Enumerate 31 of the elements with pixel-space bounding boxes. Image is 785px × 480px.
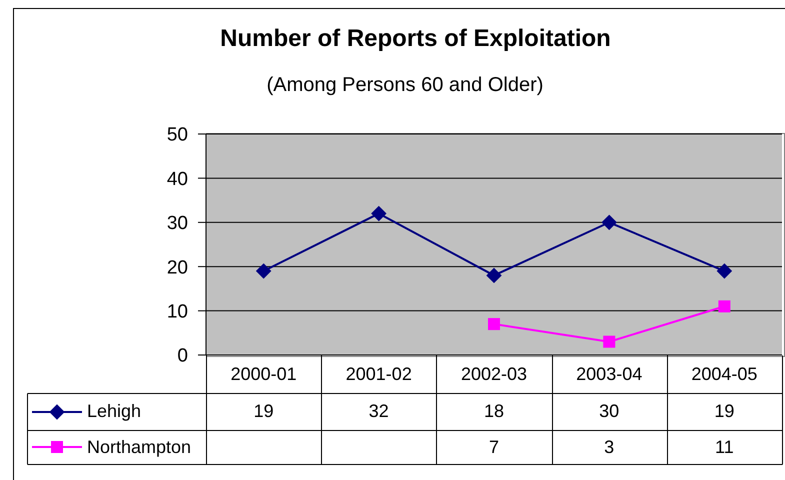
x-tick-label: 2003-04 — [576, 364, 642, 384]
data-label: 19 — [714, 401, 734, 421]
data-label: 19 — [254, 401, 274, 421]
y-tick-label: 50 — [166, 124, 188, 146]
x-tick-label: 2004-05 — [691, 364, 758, 384]
chart-title: Number of Reports of Exploitation — [219, 24, 612, 54]
y-tick-label: 20 — [166, 257, 188, 278]
point — [716, 264, 732, 279]
data-label: 3 — [604, 437, 614, 457]
point — [602, 214, 617, 230]
x-tick-label: 2001-02 — [346, 364, 412, 384]
y-tick-label: 40 — [166, 168, 188, 190]
data-label: 11 — [715, 437, 734, 457]
point — [603, 336, 616, 348]
y-tick-label: 10 — [166, 302, 188, 323]
point — [486, 268, 502, 283]
chart-subtitle: (Among Persons 60 and Older) — [266, 73, 544, 97]
data-label: 7 — [488, 437, 499, 457]
x-tick-label: 2002-03 — [460, 364, 528, 384]
point — [371, 206, 386, 222]
point — [718, 300, 730, 312]
data-label: 18 — [484, 401, 504, 421]
point — [488, 318, 500, 330]
legend-label: Northampton — [87, 436, 192, 459]
legend-label: Lehigh — [87, 400, 142, 423]
y-tick-label: 30 — [166, 213, 188, 234]
data-label: 30 — [599, 401, 620, 421]
x-tick-label: 2000-01 — [230, 364, 297, 384]
data-label: 32 — [368, 401, 389, 421]
y-tick-label: 0 — [177, 346, 188, 367]
point — [256, 264, 272, 279]
